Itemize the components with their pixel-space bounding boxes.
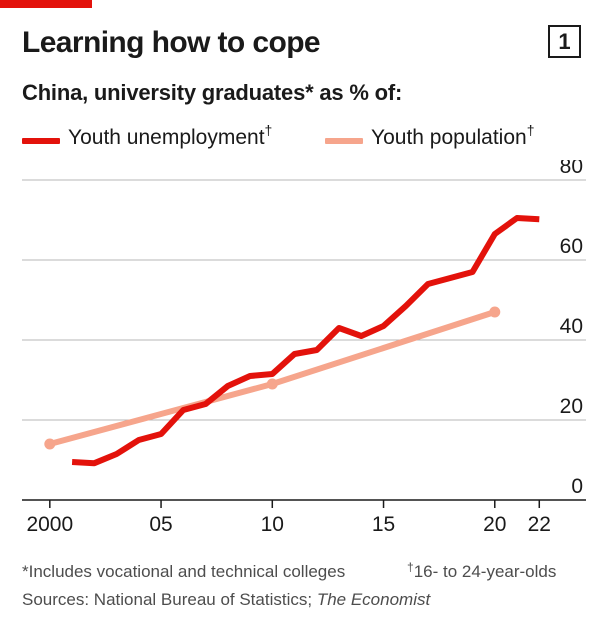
legend-label-population: Youth population† [371,122,535,149]
y-tick-label-80: 80 [560,160,583,178]
chart-title: Learning how to cope [22,26,321,59]
chart-subtitle: China, university graduates* as % of: [22,80,403,105]
chart-number-badge: 1 [548,25,581,58]
x-tick-label-2020: 20 [483,513,506,536]
series-line-youth-unemployment [71,215,540,467]
legend-label-unemployment: Youth unemployment† [68,122,273,149]
legend-swatch-unemployment [22,138,60,144]
legend-swatch-population [325,138,363,144]
data-point-youth-population-2000 [44,438,56,450]
footnote-age-range: †16- to 24-year-olds [407,560,557,581]
line-chart: 0 20 40 60 80 2000 05 10 15 20 22 [22,160,586,536]
series-line-youth-population [49,309,496,447]
x-tick-label-2022: 22 [528,513,551,536]
footnote-colleges: *Includes vocational and technical colle… [22,562,346,581]
y-tick-label-60: 60 [560,235,583,258]
y-tick-label-0: 0 [571,475,583,498]
x-tick-label-2000: 2000 [26,513,73,536]
y-tick-label-20: 20 [560,395,583,418]
y-tick-label-40: 40 [560,315,583,338]
data-point-youth-population-2010 [266,378,278,390]
footnote-sources: Sources: National Bureau of Statistics; … [22,590,431,609]
x-tick-label-2005: 05 [149,513,172,536]
x-tick-label-2010: 10 [261,513,284,536]
brand-accent-bar [0,0,92,8]
data-point-youth-population-2020 [489,306,501,318]
x-tick-label-2015: 15 [372,513,395,536]
